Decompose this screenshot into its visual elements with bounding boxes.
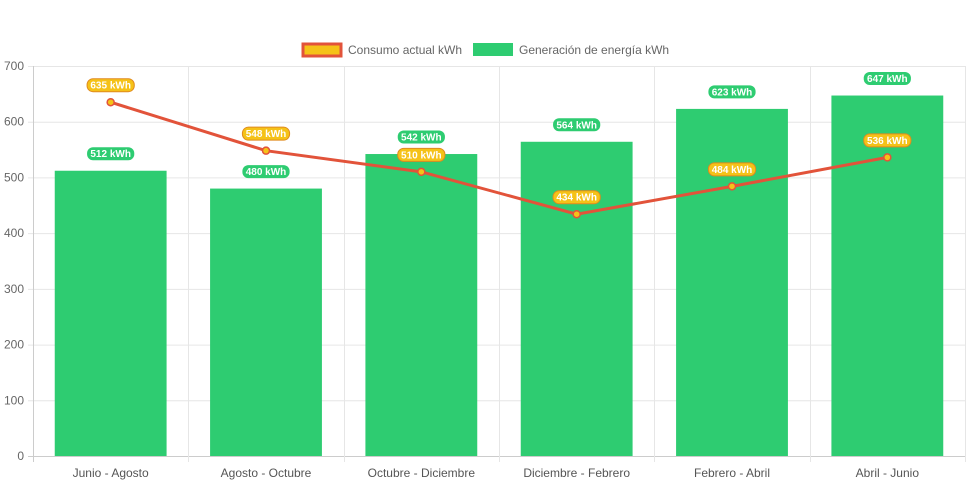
bar-data-label-bg	[397, 130, 445, 144]
x-tick-label: Diciembre - Febrero	[523, 466, 630, 480]
data-labels: 512 kWh 480 kWh 542 kWh 564 kWh 623 kWh 647 k…	[86, 72, 912, 205]
legend-swatch-consumo[interactable]	[301, 42, 343, 58]
y-tick-label: 400	[4, 226, 24, 240]
line-data-label-text: 510 kWh	[401, 150, 442, 161]
bar-data-label: 647 kWh	[863, 72, 911, 86]
bar	[676, 108, 788, 457]
y-tick-label: 600	[4, 115, 24, 129]
y-tick-label: 700	[4, 59, 24, 73]
bar-data-label-bg	[553, 118, 601, 132]
bar	[54, 170, 167, 456]
bar-data-label: 623 kWh	[708, 85, 756, 99]
line-data-label-bg	[241, 126, 291, 141]
bar-data-label: 542 kWh	[397, 130, 445, 144]
bar-data-label-text: 623 kWh	[712, 87, 753, 98]
bar-data-label-text: 647 kWh	[867, 74, 908, 85]
x-tick-label: Octubre - Diciembre	[368, 466, 476, 480]
line-data-label-text: 484 kWh	[712, 165, 753, 176]
line-point	[572, 209, 581, 219]
line-data-label: 548 kWh	[241, 126, 291, 141]
bar	[210, 188, 322, 457]
line-data-label-bg	[552, 190, 601, 205]
line-data-label-bg	[707, 162, 757, 177]
legend-label-consumo[interactable]: Consumo actual kWh	[348, 43, 462, 57]
bar-data-label-text: 564 kWh	[556, 120, 597, 131]
line-point	[106, 97, 115, 107]
bar-data-label: 480 kWh	[242, 165, 290, 179]
series-line	[110, 100, 888, 216]
line-series	[106, 97, 892, 219]
legend[interactable]: Consumo actual kWh Generación de energía…	[301, 42, 669, 58]
line-data-label-text: 434 kWh	[556, 193, 597, 204]
legend-swatch-generacion[interactable]	[473, 43, 513, 56]
line-point	[417, 167, 426, 177]
line-point	[883, 153, 892, 162]
line-data-label-bg	[397, 147, 446, 162]
line-point	[261, 146, 271, 155]
legend-label-generacion[interactable]: Generación de energía kWh	[519, 43, 669, 57]
bar-data-label-bg	[242, 165, 290, 179]
line-data-label-text: 635 kWh	[90, 81, 131, 92]
bar-data-label: 512 kWh	[87, 147, 135, 161]
bar-data-label-bg	[87, 147, 135, 161]
line-data-label: 484 kWh	[707, 162, 757, 177]
line-data-label-text: 548 kWh	[246, 129, 287, 140]
bar	[520, 141, 633, 456]
line-data-label: 434 kWh	[552, 190, 601, 205]
y-tick-label: 0	[17, 449, 24, 463]
line-data-label-text: 536 kWh	[867, 136, 908, 147]
x-tick-label: Agosto - Octubre	[221, 466, 312, 480]
axes: 0 100 200 300 400 500 600 700 Junio - Agosto Agos…	[4, 59, 919, 480]
line-data-label: 635 kWh	[86, 78, 135, 93]
y-tick-label: 500	[4, 170, 24, 184]
line-data-label: 536 kWh	[863, 133, 912, 148]
bar-data-label: 564 kWh	[553, 118, 601, 132]
line-data-label-bg	[86, 78, 135, 93]
y-tick-label: 300	[4, 282, 24, 296]
bar-series	[54, 95, 944, 457]
bar	[365, 154, 478, 456]
y-tick-label: 100	[4, 393, 24, 407]
bar	[831, 95, 944, 457]
line-data-label: 510 kWh	[397, 147, 446, 162]
line-point	[727, 182, 737, 191]
x-tick-label: Febrero - Abril	[694, 466, 770, 480]
bar-data-label-text: 480 kWh	[246, 167, 287, 178]
x-tick-label: Abril - Junio	[856, 466, 920, 480]
line-data-label-bg	[863, 133, 912, 148]
bar-data-label-text: 512 kWh	[90, 149, 131, 160]
bar-data-label-bg	[708, 85, 756, 99]
x-tick-label: Junio - Agosto	[73, 466, 149, 480]
bar-data-label-text: 542 kWh	[401, 133, 442, 144]
bar-data-label-bg	[863, 72, 911, 86]
y-tick-label: 200	[4, 338, 24, 352]
grid-lines	[28, 66, 966, 462]
